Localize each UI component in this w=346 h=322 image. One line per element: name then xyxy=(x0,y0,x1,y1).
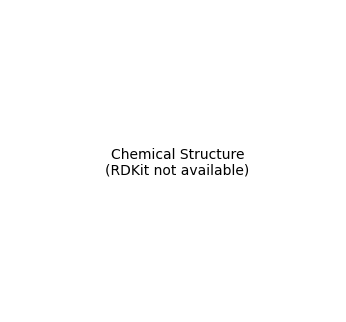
Text: Chemical Structure
(RDKit not available): Chemical Structure (RDKit not available) xyxy=(105,147,249,178)
